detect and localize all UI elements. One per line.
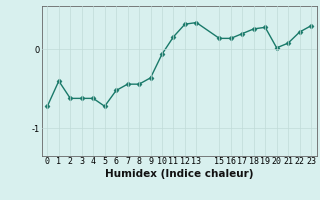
X-axis label: Humidex (Indice chaleur): Humidex (Indice chaleur) <box>105 169 253 179</box>
